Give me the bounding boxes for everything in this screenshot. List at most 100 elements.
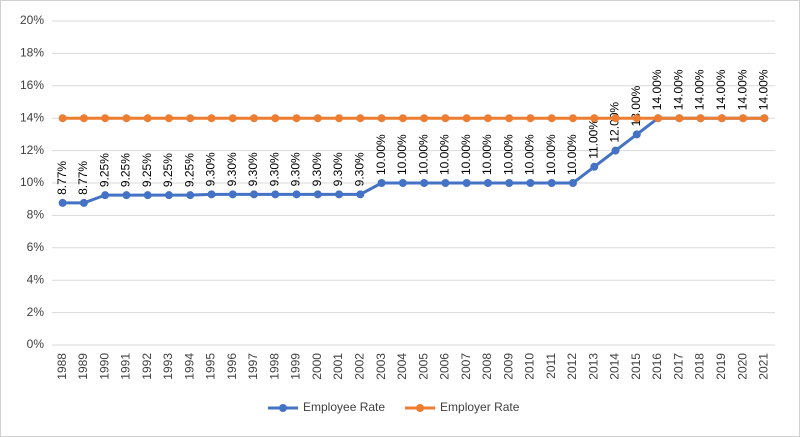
point [228,190,237,199]
point [164,191,173,200]
data-label: 10.00% [438,134,452,175]
data-label: 9.30% [204,152,218,186]
point [505,114,514,123]
point [79,198,88,207]
point [122,191,131,200]
point [186,114,195,123]
point [335,114,344,123]
x-tick-label: 2005 [416,353,430,380]
point [292,190,301,199]
point [101,191,110,200]
data-label: 14.00% [650,69,664,110]
x-tick-label: 2019 [714,353,728,380]
x-tick-label: 1998 [267,353,281,380]
x-tick-label: 2004 [395,353,409,380]
x-tick-label: 1990 [97,353,111,380]
x-tick-label: 2012 [565,353,579,380]
point [568,114,577,123]
x-tick-label: 1997 [246,353,260,380]
x-tick-label: 1989 [76,353,90,380]
x-tick-label: 2021 [757,353,771,380]
point [58,198,67,207]
data-label: 9.25% [140,153,154,187]
data-label: 10.00% [395,134,409,175]
y-tick-label: 16% [20,78,44,92]
x-tick-label: 2016 [650,353,664,380]
data-label: 10.00% [374,134,388,175]
point [250,114,259,123]
x-tick-label: 2002 [353,353,367,380]
data-label: 10.00% [416,134,430,175]
x-tick-label: 1994 [182,353,196,380]
point [356,114,365,123]
data-label: 10.00% [544,134,558,175]
point [611,146,620,155]
x-tick-label: 2018 [693,353,707,380]
x-tick-label: 1996 [225,353,239,380]
point [356,190,365,199]
x-tick-label: 1995 [204,353,218,380]
data-label: 10.00% [501,134,515,175]
x-tick-label: 2003 [374,353,388,380]
point [250,190,259,199]
legend-label: Employee Rate [303,400,385,414]
point [313,190,322,199]
data-label: 8.77% [55,161,69,195]
legend-label: Employer Rate [440,400,520,414]
data-label: 10.00% [459,134,473,175]
x-tick-label: 2001 [331,353,345,380]
y-tick-label: 18% [20,46,44,60]
x-tick-label: 2011 [544,353,558,379]
data-label: 14.00% [735,69,749,110]
point [377,114,386,123]
x-tick-label: 2014 [608,353,622,380]
data-label: 9.25% [161,153,175,187]
x-tick-label: 1988 [55,353,69,380]
point [207,114,216,123]
data-label: 10.00% [523,134,537,175]
point [632,114,641,123]
point [547,114,556,123]
series-line [62,116,765,205]
data-label: 9.25% [119,153,133,187]
point [420,179,429,187]
y-tick-label: 10% [20,175,44,189]
point [58,114,67,123]
point [483,114,492,123]
legend-marker [416,404,425,412]
y-tick-label: 14% [20,110,44,124]
x-tick-label: 2006 [438,353,452,380]
x-tick-label: 2000 [310,353,324,380]
data-label: 9.30% [225,152,239,186]
data-label: 10.00% [480,134,494,175]
data-label: 9.25% [182,153,196,187]
y-tick-label: 0% [27,337,45,351]
data-label: 14.00% [671,69,685,110]
point [739,114,748,123]
data-label: 9.30% [289,152,303,186]
point [462,179,471,187]
point [228,114,237,123]
x-tick-label: 1993 [161,353,175,380]
point [632,130,641,139]
x-tick-label: 2008 [480,353,494,380]
point [760,114,769,123]
x-tick-label: 2009 [501,353,515,380]
point [143,191,152,200]
point [271,190,280,199]
point [611,114,620,123]
x-tick-label: 1992 [140,353,154,380]
x-tick-label: 2013 [586,353,600,380]
point [717,114,726,123]
y-tick-label: 12% [20,143,44,157]
point [377,179,386,187]
y-tick-label: 2% [27,305,45,319]
point [526,114,535,123]
point [696,114,705,123]
x-tick-label: 2020 [735,353,749,380]
point [101,114,110,123]
y-tick-label: 20% [20,13,44,27]
point [547,179,556,187]
data-label: 9.30% [310,152,324,186]
